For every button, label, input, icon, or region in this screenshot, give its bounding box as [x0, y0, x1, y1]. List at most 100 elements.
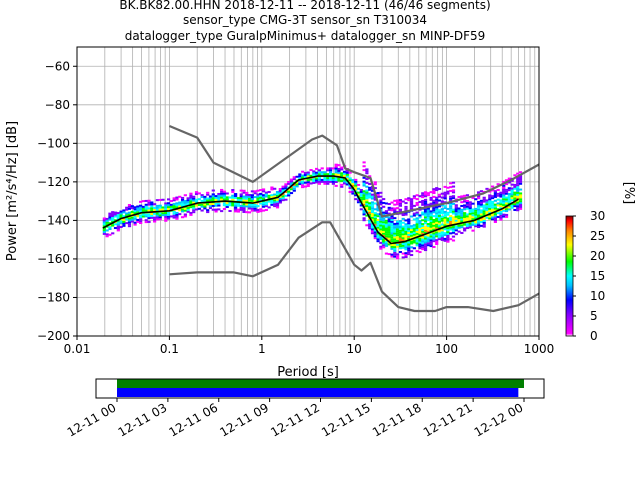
psd-cell: [421, 201, 425, 204]
psd-cell: [362, 217, 366, 220]
psd-cell: [435, 231, 439, 234]
psd-cell: [507, 202, 511, 205]
psd-cell: [133, 221, 137, 224]
psd-cell: [432, 209, 436, 212]
psd-cell: [292, 176, 296, 179]
psd-cell: [309, 169, 313, 172]
psd-cell: [468, 209, 472, 212]
psd-cell: [370, 187, 375, 190]
psd-cell: [326, 182, 330, 185]
psd-cell: [460, 214, 464, 217]
psd-cell: [172, 206, 176, 209]
psd-cell: [449, 226, 453, 229]
psd-cell: [278, 197, 282, 200]
psd-cell: [451, 218, 456, 221]
psd-cell: [440, 204, 444, 207]
psd-cell: [504, 183, 509, 186]
psd-cell: [482, 200, 486, 203]
psd-cell: [423, 245, 428, 248]
psd-cell: [482, 221, 486, 224]
psd-cell: [449, 197, 453, 200]
psd-cell: [393, 240, 397, 243]
psd-cell: [326, 180, 330, 183]
psd-cell: [493, 194, 497, 197]
psd-cell: [206, 199, 210, 202]
psd-cell: [404, 223, 408, 226]
psd-cell: [172, 203, 176, 206]
psd-cell: [345, 171, 349, 174]
y-tick-label: −80: [45, 98, 70, 112]
psd-cell: [189, 213, 193, 216]
x-tick-label: 100: [435, 342, 458, 356]
psd-cell: [451, 185, 456, 188]
psd-cell: [368, 225, 372, 228]
psd-cell: [228, 202, 232, 205]
psd-cell: [407, 228, 411, 231]
psd-cell: [379, 238, 383, 241]
psd-cell: [398, 239, 403, 242]
psd-cell: [437, 234, 442, 237]
psd-cell: [415, 219, 419, 222]
psd-cell: [454, 219, 458, 222]
psd-cell: [426, 226, 430, 229]
psd-cell: [437, 224, 442, 227]
psd-cell: [421, 230, 425, 233]
psd-cell: [518, 188, 523, 191]
psd-cell: [429, 237, 433, 240]
psd-cell: [421, 248, 425, 251]
psd-cell: [102, 223, 106, 226]
psd-cell: [127, 203, 132, 206]
psd-cell: [275, 200, 280, 203]
psd-cell: [396, 253, 400, 256]
psd-cell: [328, 169, 333, 172]
psd-cell: [139, 214, 143, 217]
psd-cell: [485, 210, 489, 213]
psd-cell: [373, 223, 377, 226]
psd-cell: [158, 208, 162, 211]
psd-cell: [189, 194, 193, 197]
psd-cell: [368, 182, 372, 185]
psd-cell: [178, 195, 182, 198]
psd-cell: [340, 178, 344, 181]
psd-cell: [490, 197, 495, 200]
psd-cell: [306, 179, 310, 182]
psd-cell: [273, 199, 277, 202]
psd-cell: [451, 222, 456, 225]
psd-cell: [409, 240, 414, 243]
psd-cell: [379, 228, 383, 231]
psd-cell: [404, 256, 408, 259]
psd-cell: [127, 225, 132, 228]
psd-cell: [178, 201, 182, 204]
psd-cell: [189, 192, 193, 195]
psd-cell: [228, 210, 232, 213]
psd-cell: [373, 237, 377, 240]
psd-cell: [426, 224, 430, 227]
psd-cell: [488, 198, 492, 201]
psd-cell: [169, 203, 173, 206]
psd-cell: [373, 183, 377, 186]
psd-cell: [261, 190, 266, 193]
psd-cell: [471, 208, 475, 211]
psd-cell: [111, 216, 115, 219]
psd-cell: [231, 189, 235, 192]
psd-cell: [362, 213, 366, 216]
psd-cell: [429, 223, 433, 226]
psd-cell: [396, 224, 400, 227]
psd-cell: [183, 201, 187, 204]
psd-cell: [365, 193, 369, 196]
psd-cell: [222, 198, 227, 201]
psd-cell: [186, 199, 190, 202]
psd-cell: [298, 183, 302, 186]
psd-cell: [323, 171, 327, 174]
psd-cell: [429, 245, 433, 248]
psd-cell: [158, 204, 162, 207]
psd-cell: [451, 208, 456, 211]
psd-cell: [387, 212, 391, 215]
psd-cell: [443, 210, 447, 213]
psd-cell: [287, 182, 291, 185]
psd-cell: [432, 188, 436, 191]
psd-cell: [418, 195, 422, 198]
psd-cell: [217, 202, 221, 205]
psd-cell: [479, 201, 484, 204]
psd-cell: [197, 203, 201, 206]
